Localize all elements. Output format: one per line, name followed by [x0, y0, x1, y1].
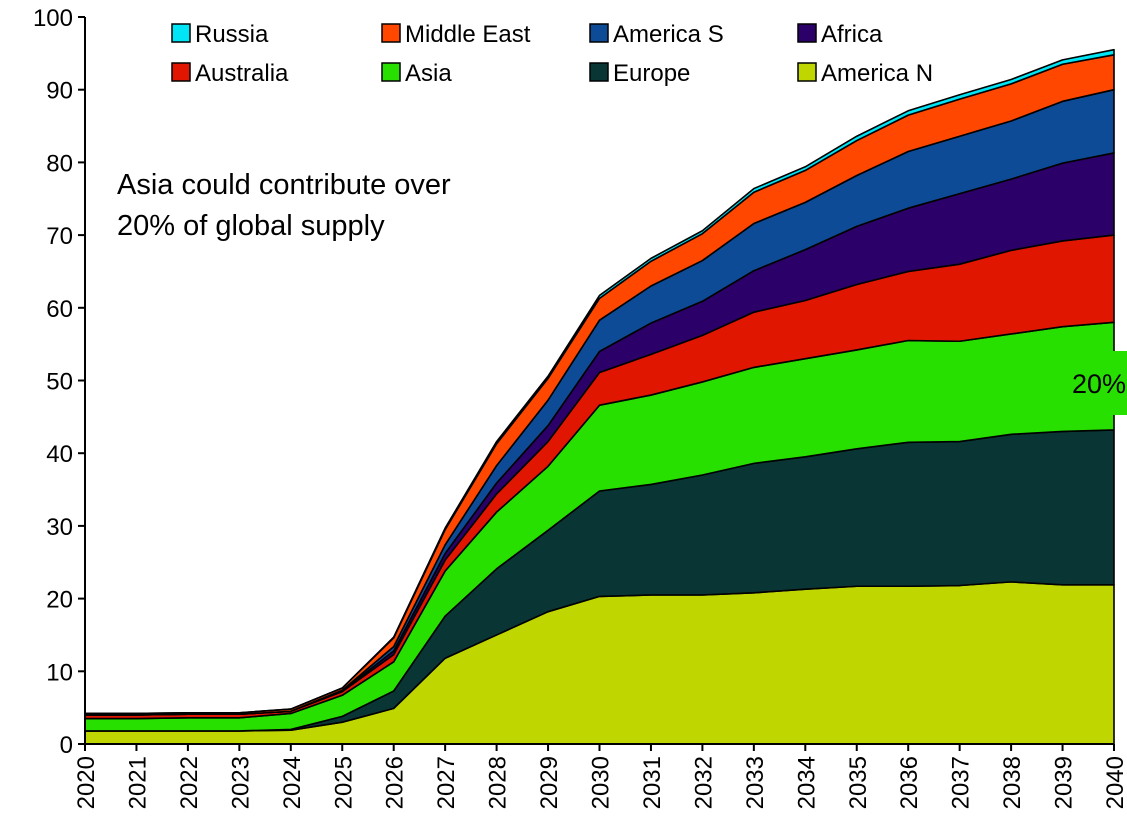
legend-swatch-america-s	[589, 23, 609, 43]
y-tick-label: 70	[46, 223, 73, 250]
y-tick-label: 30	[46, 514, 73, 541]
legend-label-europe: Europe	[613, 60, 690, 87]
x-tick-label: 2029	[536, 756, 563, 809]
y-tick-label: 50	[46, 369, 73, 396]
legend-swatch-africa	[797, 23, 817, 43]
x-tick-label: 2040	[1102, 756, 1127, 809]
y-tick-label: 100	[33, 5, 73, 32]
y-tick-label: 10	[46, 659, 73, 686]
y-tick-label: 80	[46, 150, 73, 177]
x-tick-label: 2021	[124, 756, 151, 809]
x-tick-labels: 2020 2021 2022 2023 2024 2025 2026 2027 2028 2029…	[73, 756, 1127, 809]
y-tick-label: 0	[60, 732, 73, 759]
y-tick-label: 90	[46, 78, 73, 105]
legend-label-australia: Australia	[195, 60, 289, 87]
y-tick-labels: 0 10 20 30 40 50 60 70 80 90 100	[33, 5, 73, 759]
x-tick-label: 2036	[896, 756, 923, 809]
x-tick-label: 2026	[382, 756, 409, 809]
x-tick-label: 2030	[588, 756, 615, 809]
x-tick-label: 2020	[73, 756, 100, 809]
legend-label-middle-east: Middle East	[405, 21, 531, 48]
x-tick-label: 2038	[999, 756, 1026, 809]
legend-label-asia: Asia	[405, 60, 452, 87]
legend-label-russia: Russia	[195, 21, 269, 48]
legend-swatch-europe	[589, 62, 609, 82]
legend-swatch-middle-east	[381, 23, 401, 43]
x-tick-label: 2028	[485, 756, 512, 809]
x-tick-label: 2034	[793, 756, 820, 809]
percent-callout-box	[1069, 351, 1127, 415]
y-tick-label: 20	[46, 587, 73, 614]
legend-label-america-n: America N	[821, 60, 933, 87]
percent-callout-label: 20%	[1072, 369, 1126, 399]
y-tick-label: 60	[46, 296, 73, 323]
legend-label-america-s: America S	[613, 21, 724, 48]
x-tick-label: 2025	[330, 756, 357, 809]
x-tick-label: 2031	[639, 756, 666, 809]
legend-swatch-asia	[381, 62, 401, 82]
x-tick-label: 2023	[227, 756, 254, 809]
x-tick-label: 2032	[690, 756, 717, 809]
y-tick-label: 40	[46, 441, 73, 468]
x-tick-label: 2033	[742, 756, 769, 809]
legend: Russia Middle East America S Africa Australi…	[171, 21, 933, 87]
x-tick-label: 2037	[948, 756, 975, 809]
x-tick-label: 2039	[1051, 756, 1078, 809]
legend-label-africa: Africa	[821, 21, 883, 48]
annotation-line-1: Asia could contribute over	[117, 169, 451, 201]
legend-swatch-australia	[171, 62, 191, 82]
area-layers	[84, 48, 1115, 745]
x-tick-label: 2035	[845, 756, 872, 809]
area-russia	[84, 48, 1115, 715]
annotation-line-2: 20% of global supply	[117, 210, 385, 242]
legend-swatch-america-n	[797, 62, 817, 82]
axes	[78, 16, 1115, 751]
x-tick-label: 2027	[433, 756, 460, 809]
legend-swatch-russia	[171, 23, 191, 43]
x-tick-label: 2022	[176, 756, 203, 809]
x-tick-label: 2024	[279, 756, 306, 809]
